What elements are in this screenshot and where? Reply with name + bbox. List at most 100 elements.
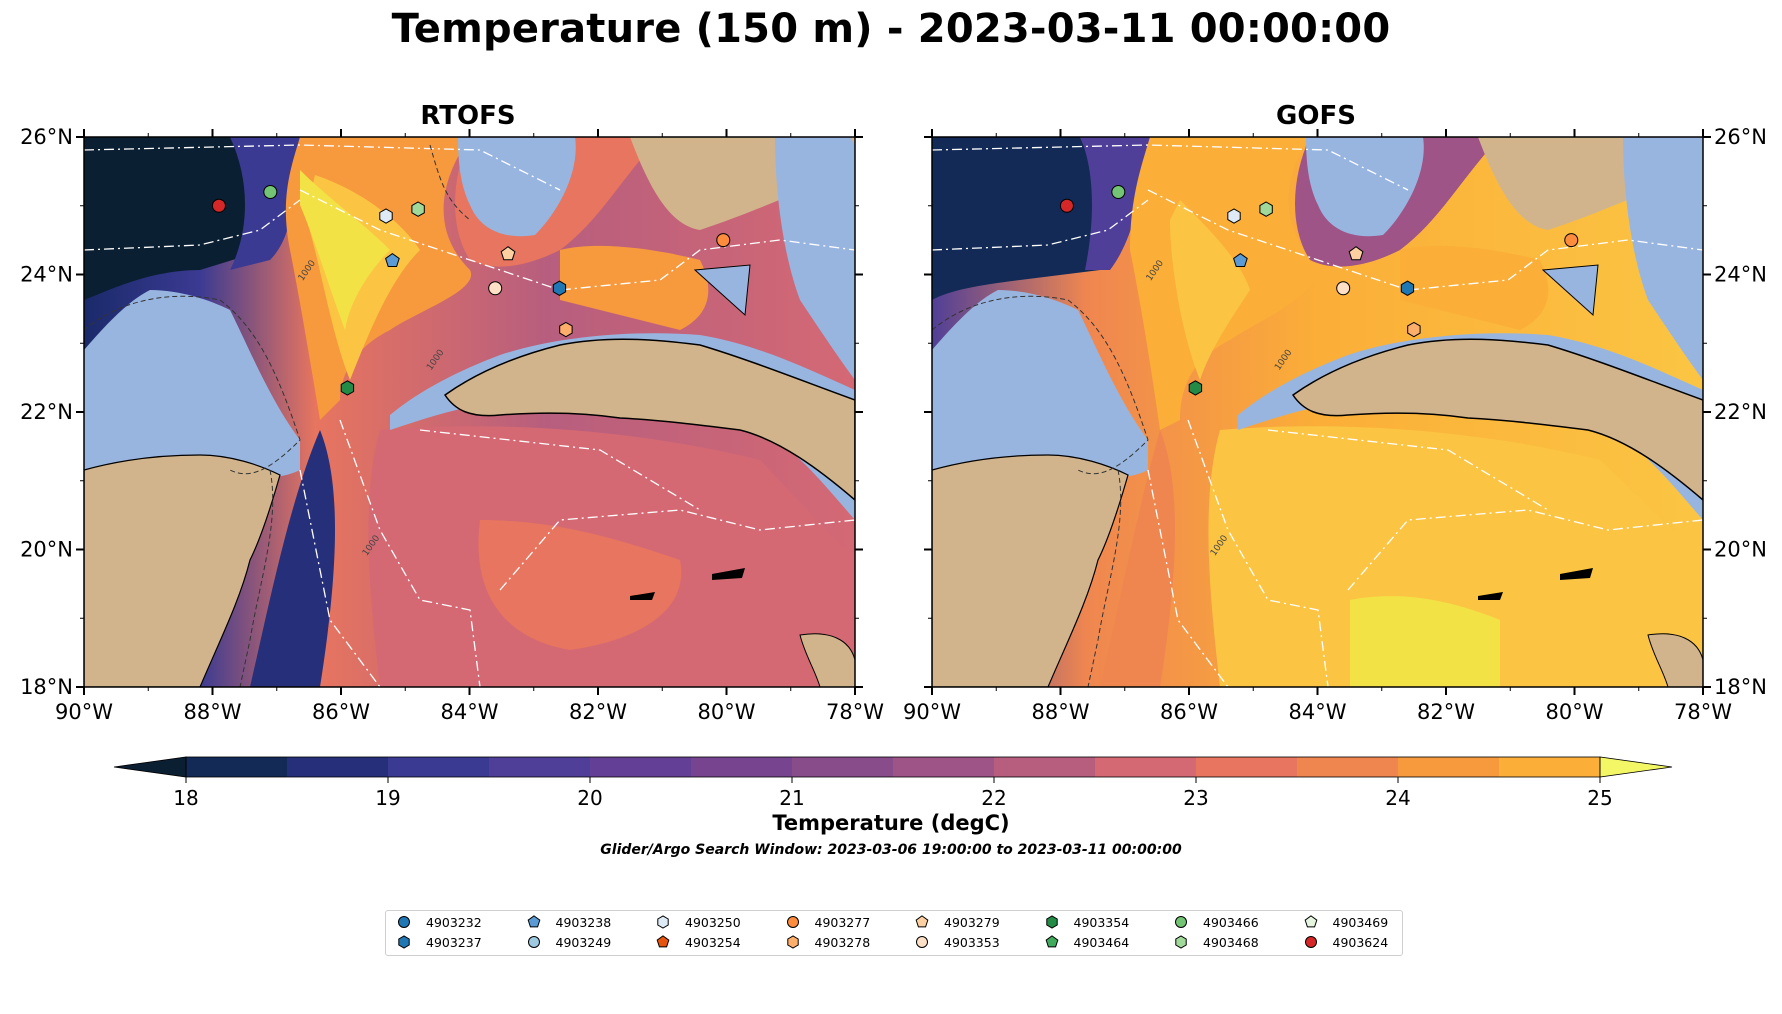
float-marker-4903468 [411,201,425,217]
lon-tick-label: 86°W [1160,700,1218,724]
float-marker-4903354 [1188,380,1203,396]
legend-label: 4903624 [1332,934,1389,950]
colorbar-tick-label: 19 [375,786,400,810]
colorbar-bin [1095,757,1197,777]
float-marker-4903353 [488,281,503,296]
legend-marker-4903277 [786,916,799,928]
lon-tick-label: 84°W [441,700,499,724]
legend-item: 4903468 [1173,933,1259,951]
colorbar-bin [893,757,995,777]
colorbar-bin [1297,757,1399,777]
colorbar-extend-min [113,756,187,778]
colorbar-tick-label: 23 [1183,786,1208,810]
legend-item: 4903464 [1044,933,1130,951]
colorbar-bin [186,757,288,777]
float-markers [211,185,1579,396]
colorbar-bin [1398,757,1500,777]
lon-tick-label: 80°W [1546,700,1604,724]
legend-item: 4903353 [914,933,1000,951]
colorbar-bin [1196,757,1298,777]
legend-marker-4903278 [786,935,799,949]
colorbar-extend-max [1599,756,1673,778]
legend-marker-4903464 [1045,935,1058,948]
lon-tick-label: 82°W [1417,700,1475,724]
colorbar-label: Temperature (degC) [772,811,1010,835]
colorbar-tick-label: 22 [981,786,1006,810]
float-marker-4903237 [1400,280,1415,296]
float-marker-4903250 [379,208,393,224]
float-marker-4903250 [1227,208,1241,224]
colorbar-tick-label: 24 [1385,786,1410,810]
lat-tick-label: 22°N [20,400,73,424]
temperature-field-rtofs [84,137,855,687]
legend-label: 4903250 [685,914,741,930]
lat-tick-label: 24°N [20,263,73,287]
lat-tick-label: 20°N [20,538,73,562]
lon-tick-label: 88°W [184,700,242,724]
legend-item: 4903277 [785,913,870,931]
colorbar-tick-label: 18 [173,786,198,810]
float-marker-4903238 [1233,252,1248,267]
legend-marker-4903624 [1304,936,1317,948]
float-marker-4903466 [1111,185,1126,199]
colorbar-bin [792,757,894,777]
colorbar: 18 19 20 21 22 23 24 25 [113,756,1673,810]
legend-marker-4903232 [398,916,410,928]
float-marker-4903278 [1407,321,1421,338]
float-marker-4903277 [716,233,731,248]
colorbar-tick-label: 25 [1587,786,1612,810]
legend-label: 4903466 [1203,914,1259,930]
lon-tick-label: 80°W [698,700,756,724]
float-marker-4903279 [500,246,516,261]
map-rtofs [84,137,855,687]
land-rtofs [84,137,855,687]
lat-tick-label: 20°N [1714,538,1767,562]
colorbar-tick-label: 20 [577,786,602,810]
lon-tick-label: 88°W [1032,700,1090,724]
legend-marker-4903249 [527,936,540,948]
legend-item: 4903238 [526,913,611,931]
legend-item: 4903250 [655,913,741,931]
legend-label: 4903469 [1332,914,1389,930]
lon-tick-label: 90°W [903,700,961,724]
legend-marker-4903238 [527,915,540,928]
sections-gofs [932,144,1703,687]
isobath-rtofs [84,144,471,687]
legend-label: 4903279 [944,914,1000,930]
lon-tick-label: 78°W [826,700,884,724]
map-gofs [932,137,1703,687]
colorbar-bin [388,757,490,777]
legend-label: 4903254 [685,934,741,950]
land-gofs [932,137,1703,687]
legend-marker-4903354 [1045,915,1058,929]
legend-item: 4903469 [1303,913,1389,931]
legend-label: 4903249 [555,934,612,950]
legend-label: 4903237 [426,934,482,950]
legend-label: 4903464 [1073,934,1130,950]
colorbar-bin [1499,757,1601,777]
legend-marker-4903279 [915,915,929,928]
legend-item: 4903354 [1044,913,1130,931]
lat-tick-label: 22°N [1714,400,1767,424]
float-marker-4903279 [1348,246,1364,261]
legend-label: 4903354 [1073,914,1130,930]
float-marker-4903354 [340,380,355,396]
legend-marker-4903469 [1304,915,1317,928]
sections-rtofs [84,144,855,687]
legend-item: 4903466 [1173,913,1259,931]
legend-item: 4903624 [1303,933,1389,951]
panel-title-rtofs: RTOFS [420,101,516,131]
legend-label: 4903278 [814,934,871,950]
colorbar-bin [691,757,793,777]
legend-marker-4903250 [657,915,669,929]
legend-marker-4903466 [1175,916,1187,928]
legend-item: 4903278 [785,933,871,951]
float-marker-4903468 [1259,201,1273,217]
float-legend: 4903232 4903237 4903238 4903249 4903250 49032… [385,910,1403,956]
float-marker-4903237 [552,280,567,296]
float-marker-4903278 [559,321,573,338]
lat-tick-label: 26°N [1714,125,1767,149]
map-axes: 90°W 88°W 86°W 84°W 82°W 80°W 78°W18°N20°N22°N… [20,125,1767,724]
lat-tick-label: 24°N [1714,263,1767,287]
float-marker-4903624 [1059,198,1074,213]
